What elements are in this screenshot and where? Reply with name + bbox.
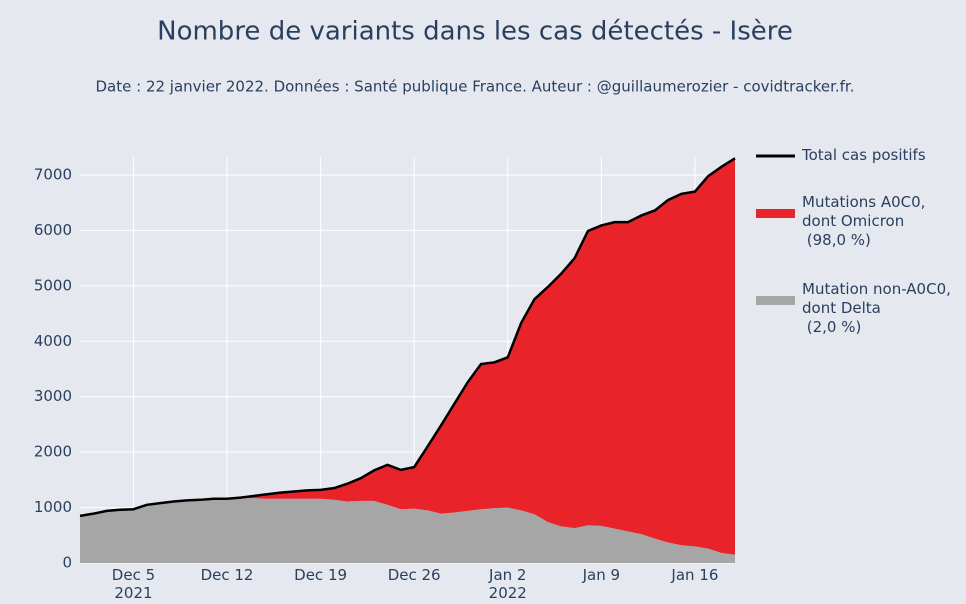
x-tick-label: Dec 19: [294, 566, 348, 584]
legend-swatch: [756, 296, 795, 305]
y-tick-label: 5000: [34, 276, 72, 294]
x-tick-label: Jan 9: [582, 566, 621, 584]
x-tick-label: Dec 5 2021: [111, 566, 156, 602]
x-tick-label: Dec 12: [200, 566, 254, 584]
legend-label: Total cas positifs: [802, 146, 926, 164]
x-tick-label: Dec 26: [387, 566, 441, 584]
line: [79, 157, 736, 518]
y-tick-label: 3000: [34, 387, 72, 405]
legend-label: Mutation non-A0C0, dont Delta (2,0 %): [802, 280, 951, 336]
y-tick-label: 0: [62, 554, 72, 572]
chart-subtitle: Date : 22 janvier 2022. Données : Santé …: [96, 78, 855, 96]
y-tick-label: 2000: [34, 443, 72, 461]
area: [80, 158, 735, 555]
x-tick-label: Jan 2 2022: [488, 566, 527, 602]
y-tick-label: 4000: [34, 332, 72, 350]
y-tick-label: 6000: [34, 221, 72, 239]
legend-label: Mutations A0C0, dont Omicron (98,0 %): [802, 193, 926, 249]
y-tick-label: 7000: [34, 165, 72, 183]
y-tick-label: 1000: [34, 498, 72, 516]
x-tick-label: Jan 16: [671, 566, 719, 584]
legend-swatch: [756, 209, 795, 218]
area: [80, 498, 735, 563]
chart-title: Nombre de variants dans les cas détectés…: [157, 17, 793, 47]
